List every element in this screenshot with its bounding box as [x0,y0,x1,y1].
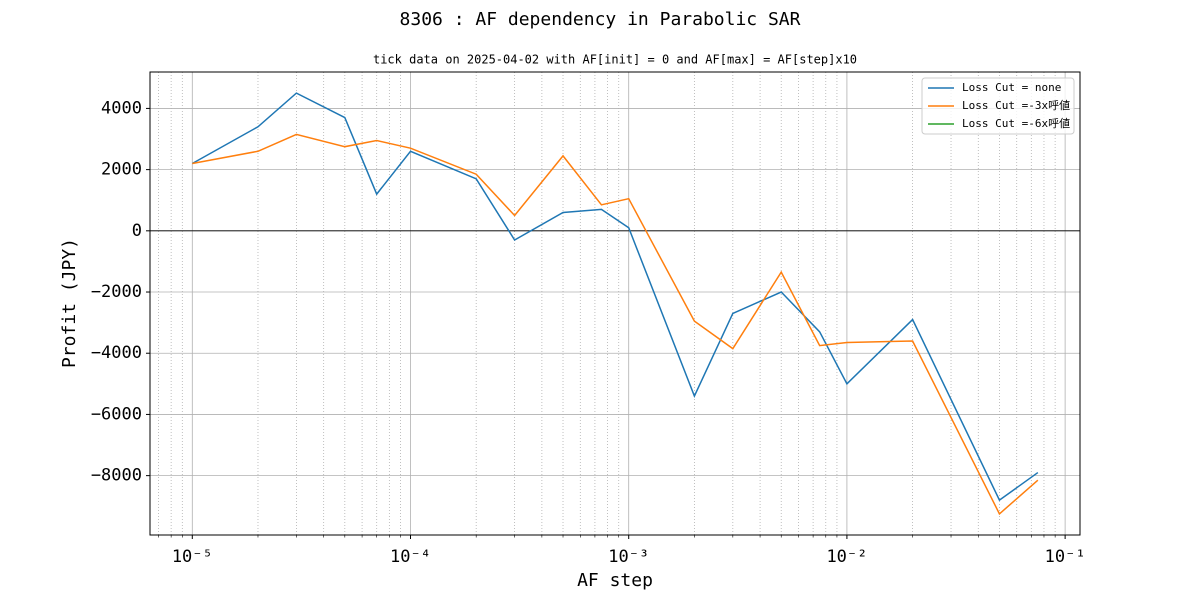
x-tick-label: 10⁻² [826,547,867,567]
x-tick-label: 10⁻³ [608,547,649,567]
y-tick-label: −6000 [91,404,142,424]
series-line [192,133,1039,516]
x-tick-label: 10⁻¹ [1045,547,1086,567]
series-line [191,92,1039,502]
y-tick-label: 2000 [101,160,142,180]
plot-frame [149,71,1081,536]
y-tick-label: 4000 [101,98,142,118]
legend-label: Loss Cut =-6x呼値 [962,117,1070,130]
x-tick-label: 10⁻⁴ [390,547,431,567]
legend-label: Loss Cut =-3x呼値 [962,99,1070,112]
y-tick-label: −8000 [91,466,142,486]
y-tick-label: −4000 [91,343,142,363]
chart-subtitle: tick data on 2025-04-02 with AF[init] = … [373,53,857,67]
x-tick-label: 10⁻⁵ [172,547,213,567]
legend-label: Loss Cut = none [962,81,1061,94]
x-axis-label: AF step [577,570,653,591]
y-tick-label: −2000 [91,282,142,302]
y-axis-label: Profit (JPY) [59,238,80,368]
legend-box [921,77,1075,135]
y-tick-label: 0 [132,221,142,241]
legend: Loss Cut = none Loss Cut =-3x呼値 Loss Cut =… [921,77,1075,135]
chart-title: 8306 : AF dependency in Parabolic SAR [400,9,801,30]
